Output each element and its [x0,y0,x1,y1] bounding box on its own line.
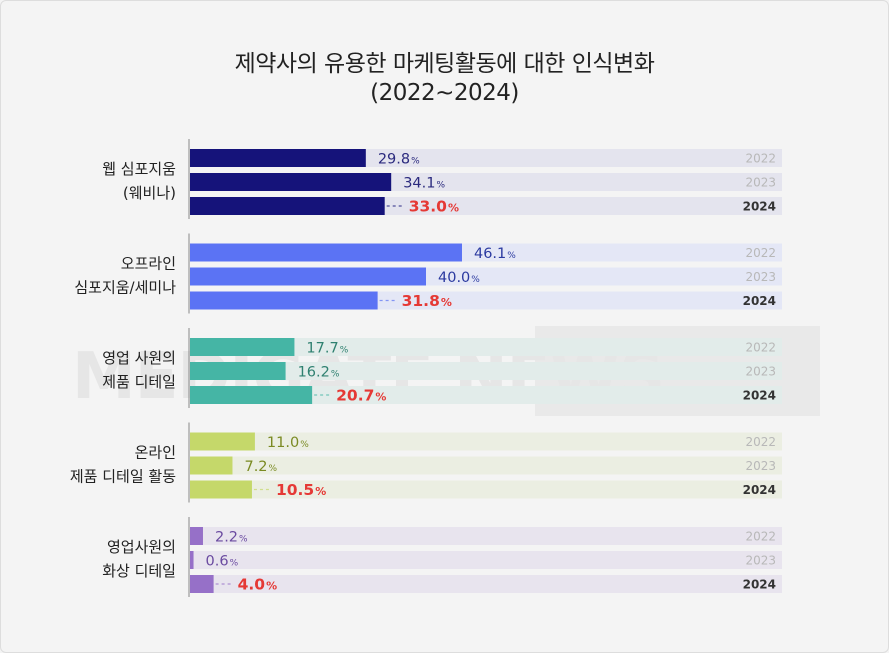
year-label: 2022 [745,246,776,260]
value-label: 16.2% [298,365,340,381]
category-label: 제품 디테일 활동 [70,468,176,486]
bars: 웹 심포지움 (웨비나) 29.8% 2022 34.1% 2023 33.0% 2024 오프… [70,139,782,597]
value-unit: % [315,485,326,498]
year-label: 2024 [743,483,776,497]
value-label: 34.1% [403,176,445,192]
year-label: 2022 [745,341,776,355]
bar [190,197,385,215]
value-unit: % [411,157,420,167]
value-unit: % [266,580,277,593]
bar-track [190,456,782,475]
category-label: 심포지움/세미나 [74,279,176,297]
bar [190,456,233,475]
value-label: 10.5% [276,481,326,499]
year-label: 2024 [743,578,776,592]
value-unit: % [340,346,349,356]
year-label: 2022 [745,530,776,544]
bar-track [190,362,782,380]
value-unit: % [471,275,480,285]
category-label: 웹 심포지움 [102,160,176,178]
value-unit: % [269,464,278,474]
value-label: 46.1% [474,246,516,262]
bar-track [190,551,782,569]
category-label: 영업사원의 [107,538,176,556]
category-label: (웨비나) [123,184,176,202]
year-label: 2023 [745,459,776,473]
value-label: 31.8% [402,292,452,310]
chart-title: 제약사의 유용한 마케팅활동에 대한 인식변화 [234,51,655,77]
value-unit: % [230,559,239,569]
bar [190,267,426,286]
value-label: 4.0% [238,576,278,594]
year-label: 2022 [745,435,776,449]
category-label: 오프라인 [121,255,176,273]
category-label: 화상 디테일 [102,562,176,580]
bar [190,386,313,404]
bar [190,480,252,499]
category-label: 온라인 [135,444,176,462]
bar [190,291,378,310]
value-label: 11.0% [267,435,309,451]
value-unit: % [448,202,459,215]
bar [190,173,392,191]
value-label: 29.8% [378,152,420,168]
value-unit: % [507,251,516,261]
bar-track [190,527,782,545]
year-label: 2023 [745,554,776,568]
year-label: 2023 [745,365,776,379]
value-unit: % [436,181,445,191]
bar-track [190,386,782,404]
year-label: 2024 [743,389,776,403]
bar-track [190,575,782,593]
value-label: 17.7% [306,341,348,357]
value-unit: % [239,535,248,545]
bar [190,362,286,380]
value-label: 40.0% [438,270,480,286]
category-label: 영업 사원의 [102,349,176,367]
value-label: 33.0% [409,198,459,216]
chart-subtitle: (2022~2024) [370,80,519,106]
bar [190,432,255,451]
year-label: 2024 [743,200,776,214]
bar-track [190,480,782,499]
value-label: 20.7% [336,387,386,405]
category-label: 제품 디테일 [102,373,176,391]
value-unit: % [375,391,386,404]
bar [190,338,295,356]
year-label: 2023 [745,176,776,190]
bar [190,575,214,593]
bar [190,551,194,569]
value-unit: % [300,440,309,450]
bar [190,527,203,545]
year-label: 2022 [745,152,776,166]
bar-track [190,432,782,451]
year-label: 2023 [745,270,776,284]
bar-track [190,338,782,356]
bar [190,243,462,262]
bar [190,149,366,167]
value-unit: % [331,370,340,380]
value-unit: % [441,296,452,309]
year-label: 2024 [743,294,776,308]
